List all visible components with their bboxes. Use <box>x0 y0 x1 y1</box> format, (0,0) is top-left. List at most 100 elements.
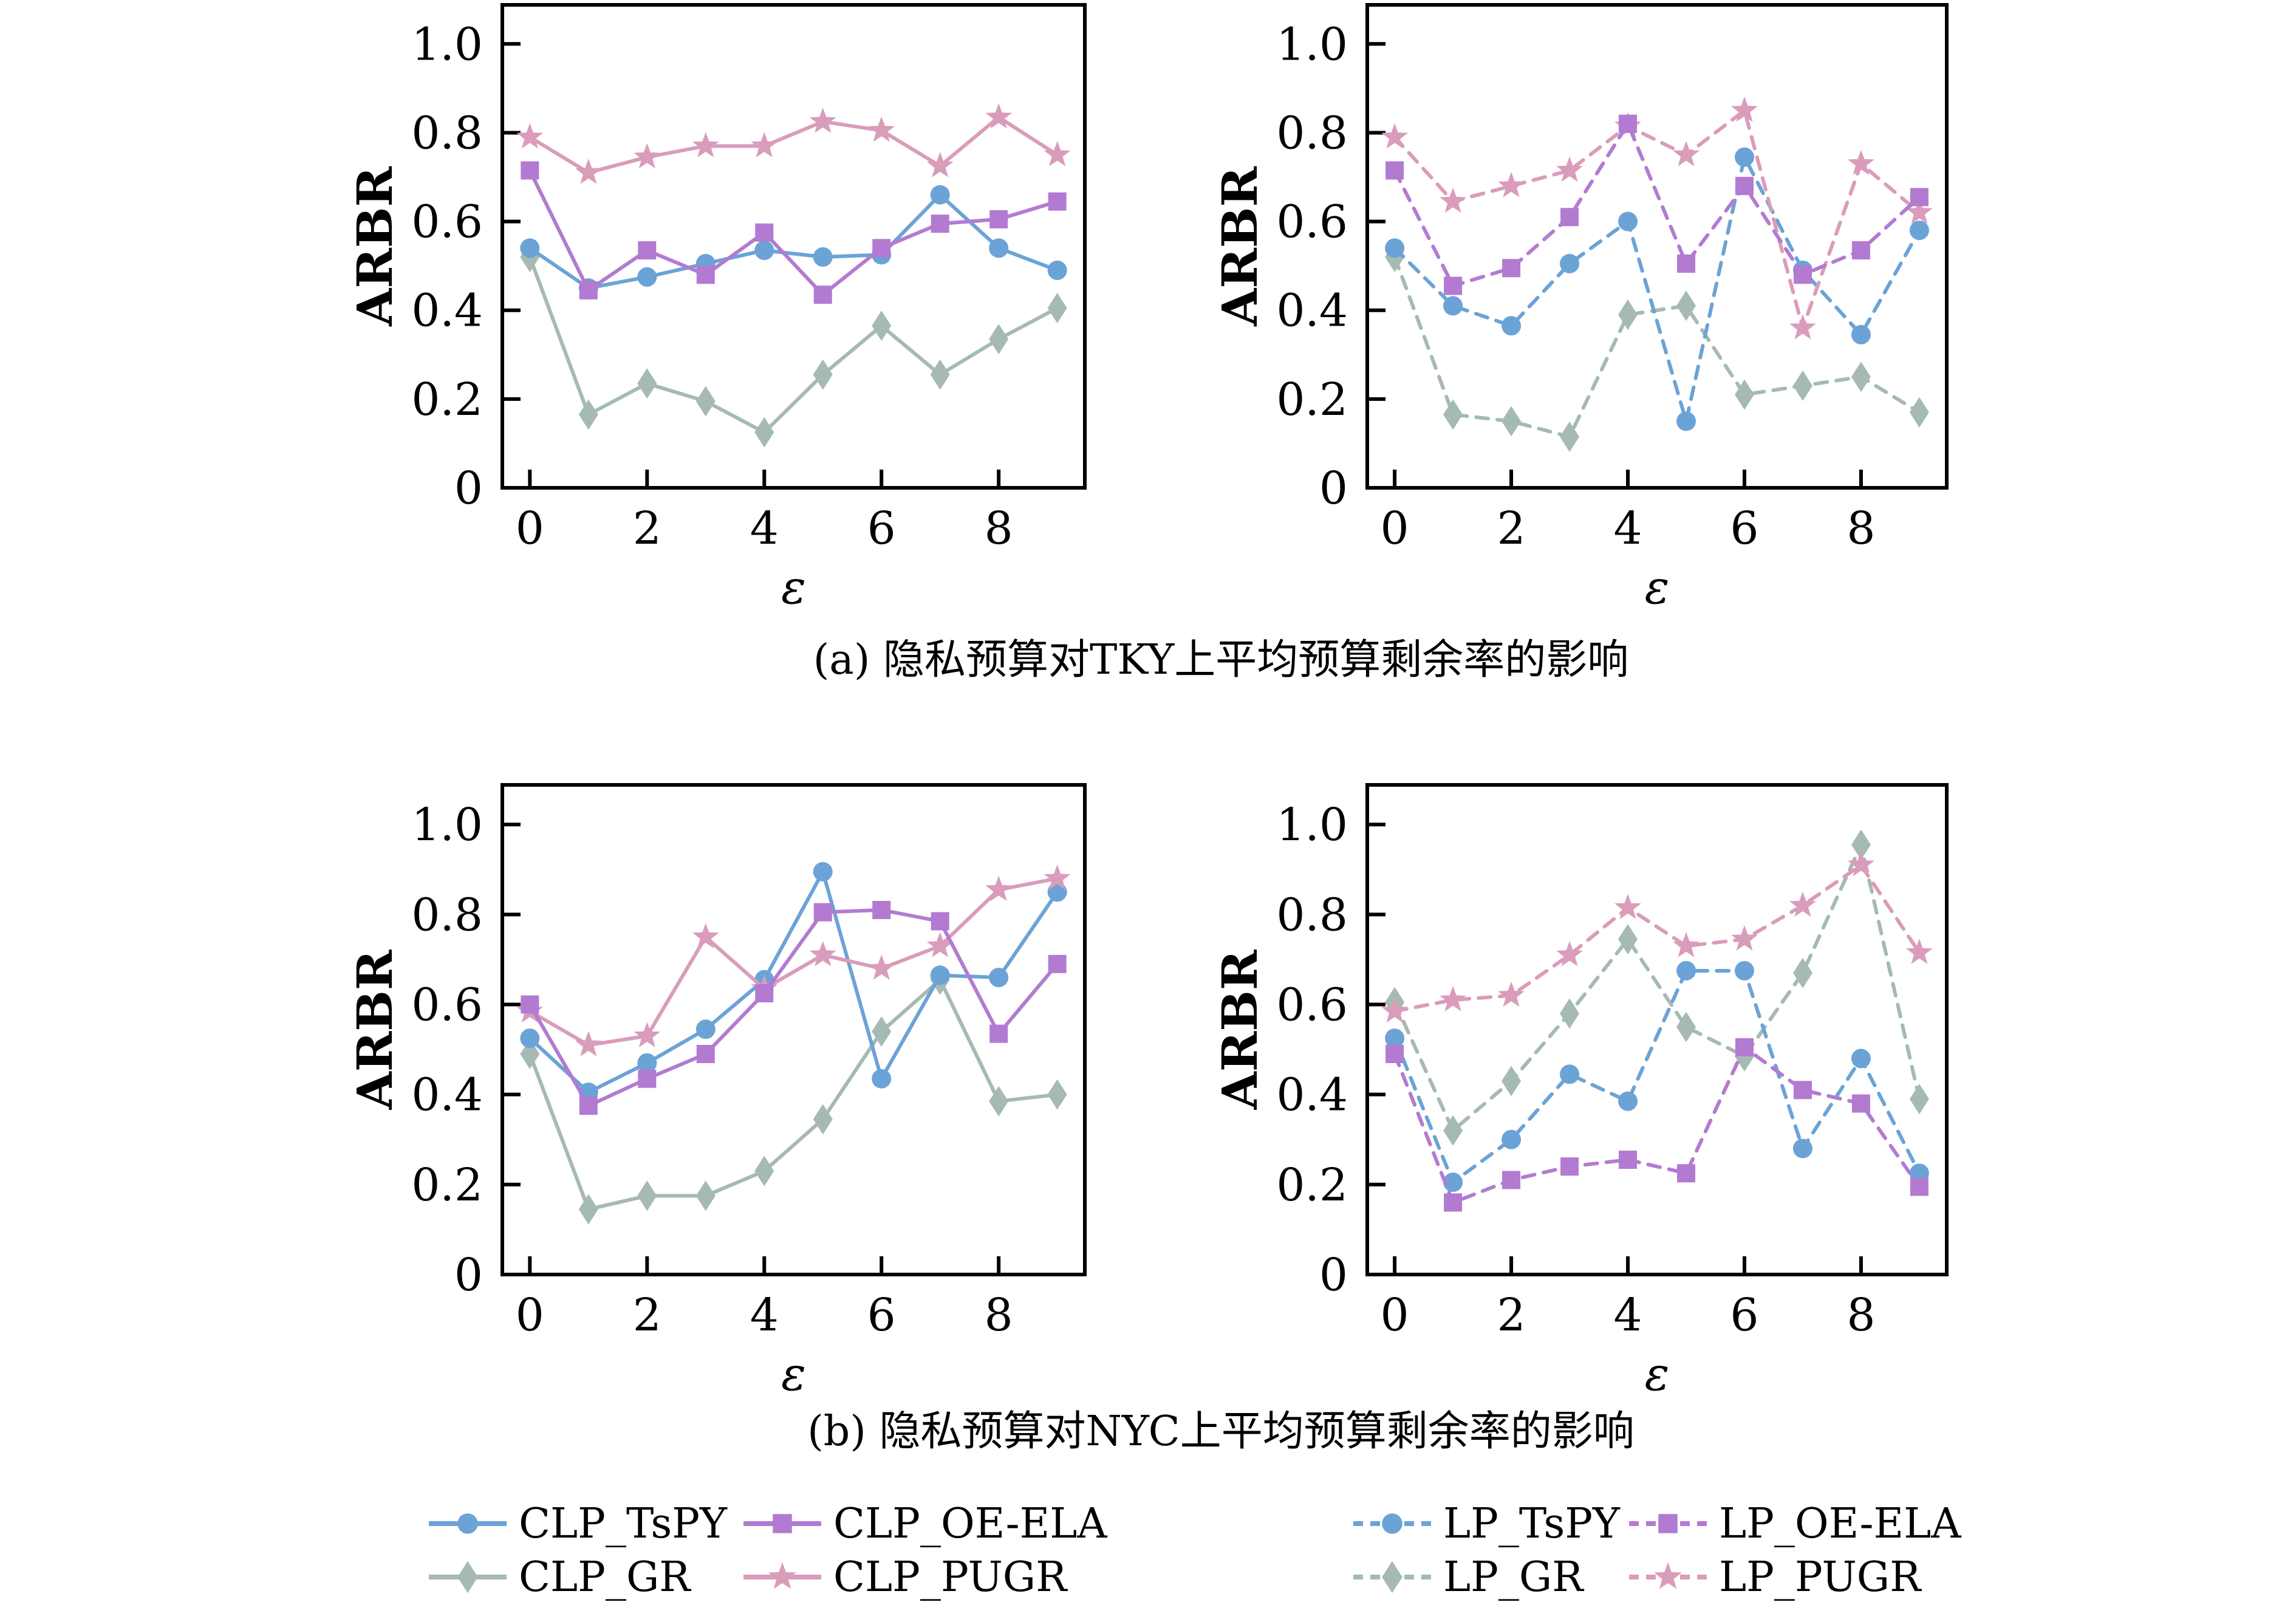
marker-square <box>1735 177 1754 196</box>
marker-square <box>773 1514 792 1533</box>
marker-diamond <box>1443 1115 1463 1146</box>
marker-star <box>1673 932 1700 957</box>
x-tick-label: 4 <box>1613 502 1642 555</box>
x-tick-label: 8 <box>985 1289 1013 1341</box>
marker-star <box>768 1562 796 1589</box>
y-tick-label: 0.6 <box>1276 979 1348 1032</box>
marker-star <box>634 1022 661 1047</box>
legend-swatch-clp-pugr <box>743 1562 821 1589</box>
y-tick-label: 0.6 <box>1276 196 1348 248</box>
legend-item-clp-tspy: CLP_TsPY <box>425 1496 727 1552</box>
marker-circle <box>1443 1172 1463 1193</box>
x-tick-label: 6 <box>1730 502 1758 555</box>
marker-circle <box>872 1069 892 1089</box>
legend-item-lp-oe-ela: LP_OE-ELA <box>1625 1496 1961 1552</box>
legend-label: LP_TsPY <box>1443 1499 1620 1548</box>
marker-square <box>521 995 539 1014</box>
y-tick-label: 0.8 <box>411 889 483 941</box>
marker-circle <box>1734 960 1754 980</box>
plot-box <box>501 3 1087 490</box>
marker-diamond <box>1502 1066 1522 1097</box>
legend-swatch-lp-gr <box>1353 1561 1431 1593</box>
marker-star <box>1731 925 1758 951</box>
marker-square <box>1735 1038 1754 1056</box>
y-tick-label: 1.0 <box>1276 18 1348 70</box>
series-line-CLP_PUGR <box>528 115 1059 175</box>
marker-star <box>1044 141 1071 166</box>
marker-star <box>1789 313 1816 340</box>
marker-star <box>1440 187 1466 213</box>
marker-circle <box>637 1053 657 1073</box>
x-tick-label: 4 <box>1613 1289 1642 1341</box>
marker-square <box>1793 265 1812 284</box>
series-line-CLP_OE-ELA <box>528 168 1059 298</box>
marker-circle <box>1676 960 1696 980</box>
x-tick-label: 2 <box>1497 502 1526 555</box>
series-line-CLP_OE-ELA <box>528 908 1059 1109</box>
marker-circle <box>520 1028 540 1049</box>
plot-box <box>1365 3 1949 490</box>
marker-square <box>931 912 949 931</box>
marker-circle <box>1909 221 1929 241</box>
marker-circle <box>813 247 833 267</box>
marker-square <box>579 1097 598 1115</box>
marker-diamond <box>813 1104 833 1135</box>
marker-diamond <box>1502 406 1522 437</box>
marker-star <box>1498 981 1525 1007</box>
legend-item-clp-gr: CLP_GR <box>425 1549 690 1605</box>
marker-star <box>751 132 778 157</box>
marker-diamond <box>1909 397 1929 428</box>
x-tick-label: 8 <box>1847 1289 1875 1341</box>
x-tick-label: 2 <box>633 502 661 555</box>
x-tick-label: 6 <box>867 1289 896 1341</box>
marker-circle <box>1385 238 1405 258</box>
y-tick-label: 0.2 <box>411 374 483 426</box>
marker-square <box>1658 1514 1678 1533</box>
marker-circle <box>1443 296 1463 316</box>
marker-diamond <box>1047 293 1067 324</box>
y-axis-label: ARBR <box>1211 166 1268 327</box>
marker-square <box>521 161 539 180</box>
y-tick-label: 0.4 <box>411 1069 483 1121</box>
y-tick-label: 0.8 <box>411 107 483 159</box>
marker-square <box>1048 954 1067 973</box>
marker-diamond <box>754 1155 774 1186</box>
series-line-LP_TsPY <box>1393 151 1921 422</box>
series-line-LP_PUGR <box>1393 107 1921 334</box>
marker-circle <box>1385 1028 1405 1049</box>
marker-circle <box>520 238 540 258</box>
marker-diamond <box>578 1194 598 1225</box>
legend-label: CLP_GR <box>519 1553 691 1601</box>
marker-diamond <box>457 1561 478 1593</box>
y-tick-label: 0.6 <box>411 196 483 248</box>
y-tick-label: 1.0 <box>411 799 483 851</box>
y-tick-label: 0.6 <box>411 979 483 1032</box>
marker-square <box>1851 1094 1870 1113</box>
marker-circle <box>1734 147 1754 167</box>
x-tick-label: 6 <box>1730 1289 1758 1341</box>
marker-square <box>755 223 774 242</box>
marker-circle <box>1851 324 1871 344</box>
marker-diamond <box>1851 361 1871 392</box>
x-tick-label: 0 <box>1381 1289 1409 1341</box>
marker-circle <box>1618 1091 1638 1111</box>
marker-circle <box>1502 316 1522 336</box>
marker-square <box>1910 1177 1929 1196</box>
marker-diamond <box>1560 421 1580 452</box>
marker-circle <box>989 968 1009 988</box>
series-line-LP_OE-ELA <box>1393 1044 1921 1205</box>
y-tick-label: 0.2 <box>1276 1159 1348 1211</box>
y-tick-label: 0.4 <box>1276 1069 1348 1121</box>
series-line-CLP_GR <box>528 976 1059 1212</box>
marker-square <box>755 984 774 1002</box>
marker-square <box>638 1069 657 1088</box>
marker-star <box>1848 149 1874 176</box>
marker-diamond <box>989 1086 1009 1117</box>
legend-item-clp-oe-ela: CLP_OE-ELA <box>740 1496 1107 1552</box>
marker-diamond <box>637 1180 657 1211</box>
legend-swatch-lp-tspy <box>1353 1513 1431 1534</box>
y-tick-label: 0.8 <box>1276 107 1348 159</box>
marker-star <box>634 143 661 169</box>
plot-box <box>1365 783 1949 1276</box>
